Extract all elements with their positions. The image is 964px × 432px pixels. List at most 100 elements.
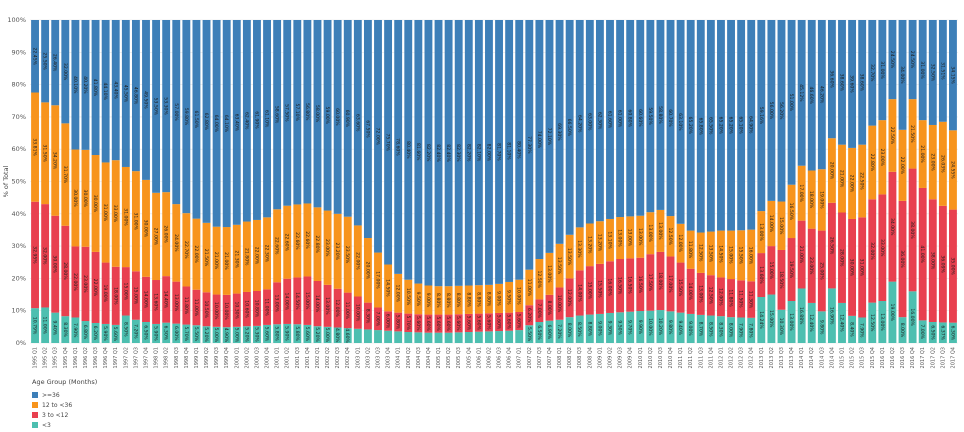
bar-segment	[182, 213, 191, 287]
bar-segment	[101, 323, 110, 343]
data-label: 18.00%	[112, 287, 118, 305]
data-label: 53.50%	[153, 98, 159, 116]
bar-segment	[777, 201, 786, 250]
bar-segment	[363, 238, 372, 303]
bar-segment	[444, 286, 453, 315]
data-label: 26.00%	[163, 225, 169, 243]
data-label: 9.40%	[677, 321, 683, 336]
data-label: 63.60%	[354, 114, 360, 132]
data-label: 7.20%	[132, 324, 138, 339]
bar-segment	[263, 20, 271, 218]
bar-segment	[192, 20, 201, 219]
data-label: 41.80%	[92, 79, 98, 97]
data-label: 30.00%	[143, 220, 149, 238]
data-label: 60.80%	[627, 109, 633, 127]
data-label: 10.00%	[223, 302, 229, 320]
bar-segment	[666, 311, 675, 343]
data-label: 38.00%	[929, 252, 935, 270]
data-label: 22.60%	[284, 233, 290, 251]
bar-segment	[807, 302, 816, 343]
x-tick-label: 2000 Q1	[234, 347, 240, 368]
bar-segment	[636, 20, 645, 216]
data-label: 17.50%	[647, 274, 653, 292]
bar-segment	[868, 20, 877, 126]
data-label: 61.50%	[193, 111, 199, 129]
bar-segment	[303, 203, 312, 277]
bar-segment	[686, 20, 695, 231]
bar-segment	[353, 296, 362, 329]
data-label: 22.80%	[314, 235, 320, 253]
x-tick-label: 2012 Q1	[718, 347, 724, 368]
bar-segment	[414, 332, 423, 343]
data-label: 16.00%	[909, 308, 915, 326]
bar-segment	[293, 277, 302, 325]
data-label: 15.50%	[738, 247, 744, 265]
bar-segment	[283, 205, 292, 279]
x-tick-label: 1997 Q3	[133, 347, 139, 368]
bar-segment	[595, 263, 604, 314]
data-label: 16.50%	[627, 276, 633, 294]
data-label: 45.50%	[122, 85, 128, 103]
data-label: 67.50%	[364, 120, 370, 138]
legend-item: 3 to <12	[42, 412, 69, 419]
bar-segment	[717, 20, 725, 231]
data-label: 36.60%	[828, 70, 834, 88]
bar-segment	[656, 20, 665, 210]
bar-segment	[949, 20, 957, 131]
bar-segment	[949, 322, 957, 343]
data-label: 9.80%	[667, 320, 673, 335]
bar-segment	[918, 120, 927, 188]
x-tick-label: 2003 Q4	[386, 347, 392, 368]
bar-segment	[182, 20, 191, 214]
data-label: 61.00%	[617, 110, 623, 128]
data-label: 58.00%	[314, 105, 320, 123]
data-label: 65.50%	[707, 117, 713, 135]
data-label: 82.20%	[425, 144, 431, 162]
data-label: 5.60%	[496, 315, 502, 330]
data-label: 8.50%	[576, 322, 582, 337]
data-label: 6.50%	[143, 325, 149, 340]
x-tick-label: 2017 Q2	[930, 347, 936, 368]
bar-segment	[162, 322, 171, 343]
legend: Age Group (Months) >=36 12 to <36 3 to <12…	[32, 378, 97, 429]
data-label: 13.50%	[556, 257, 562, 275]
data-label: 21.30%	[233, 250, 239, 268]
bar-segment	[838, 302, 846, 343]
data-label: 82.40%	[445, 144, 451, 162]
data-label: 9.00%	[425, 293, 431, 308]
x-tick-label: 1997 Q1	[113, 347, 119, 368]
data-label: 45.12%	[798, 84, 804, 102]
data-label: 16.50%	[617, 277, 623, 295]
bar-segment	[495, 20, 503, 284]
data-label: 34.20%	[52, 152, 58, 170]
data-label: 63.40%	[233, 114, 239, 132]
bar-segment	[717, 316, 725, 343]
bar-segment	[626, 216, 635, 259]
x-axis-ticks: 1995 Q1 1995 Q2 1995 Q3 1995 Q4 1996 Q1 1996 …	[33, 347, 957, 368]
data-label: 5.90%	[284, 326, 290, 341]
bar-segment	[152, 280, 161, 324]
data-label: 24.55%	[949, 161, 955, 179]
bar-segment	[444, 20, 453, 287]
data-label: 5.60%	[465, 316, 471, 331]
data-label: 13.20%	[586, 236, 592, 254]
data-label: 31.51%	[939, 62, 945, 80]
bar-segment	[827, 20, 836, 139]
data-label: 13.00%	[788, 313, 794, 331]
data-label: 13.00%	[617, 229, 623, 247]
data-label: 32.00%	[869, 242, 875, 260]
bar-segment	[485, 20, 493, 285]
bar-segment	[464, 332, 473, 343]
bar-segment	[827, 138, 836, 203]
data-label: 38.60%	[859, 74, 865, 92]
bar-segment	[686, 268, 695, 314]
bar-segment	[91, 20, 100, 156]
y-tick-label: 100%	[7, 16, 26, 24]
data-label: 22.60%	[274, 237, 280, 255]
x-tick-label: 1996 Q3	[93, 347, 99, 368]
bar-segment	[485, 331, 493, 343]
data-label: 14.50%	[717, 245, 723, 263]
bar-segment	[91, 251, 100, 323]
data-label: 16.90%	[828, 307, 834, 325]
